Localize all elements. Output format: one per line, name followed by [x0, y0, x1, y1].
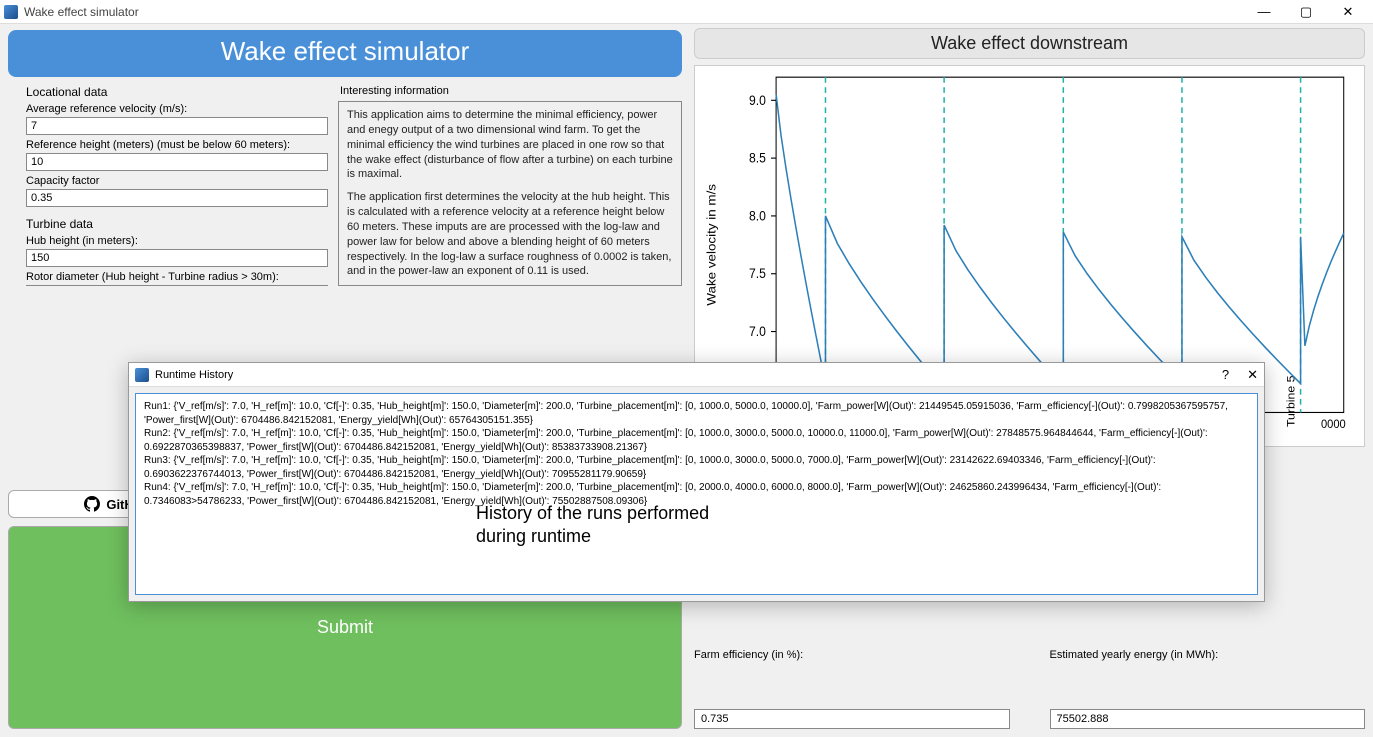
dialog-body: Run1: {'V_ref[m/s]': 7.0, 'H_ref[m]': 10…: [135, 393, 1258, 595]
dialog-close-button[interactable]: ✕: [1247, 367, 1258, 383]
info-p1: This application aims to determine the m…: [347, 108, 673, 182]
capacity-factor-input[interactable]: [26, 189, 328, 207]
ref-height-input[interactable]: [26, 153, 328, 171]
dialog-annotation: History of the runs performed during run…: [476, 502, 709, 549]
capacity-factor-label: Capacity factor: [26, 175, 328, 187]
ref-height-label: Reference height (meters) (must be below…: [26, 139, 328, 151]
energy-output[interactable]: [1050, 709, 1366, 729]
energy-label: Estimated yearly energy (in MWh):: [1050, 649, 1366, 661]
app-icon: [4, 5, 18, 19]
svg-text:9.0: 9.0: [749, 92, 766, 108]
history-run: Run2: {'V_ref[m/s]': 7.0, 'H_ref[m]': 10…: [144, 427, 1249, 454]
info-box: This application aims to determine the m…: [338, 101, 682, 286]
svg-text:7.0: 7.0: [749, 323, 766, 339]
info-p2: The application first determines the vel…: [347, 190, 673, 279]
turbine-group: Turbine data Hub height (in meters): Rot…: [26, 217, 328, 286]
svg-text:8.0: 8.0: [749, 208, 766, 224]
velocity-label: Average reference velocity (m/s):: [26, 103, 328, 115]
hub-height-input[interactable]: [26, 249, 328, 267]
svg-text:8.5: 8.5: [749, 150, 766, 166]
maximize-button[interactable]: ▢: [1285, 0, 1327, 24]
svg-text:Wake velocity in m/s: Wake velocity in m/s: [704, 184, 718, 306]
rotor-diameter-label: Rotor diameter (Hub height - Turbine rad…: [26, 271, 328, 283]
efficiency-label: Farm efficiency (in %):: [694, 649, 1010, 661]
velocity-input[interactable]: [26, 117, 328, 135]
svg-text:7.5: 7.5: [749, 266, 766, 282]
locational-label: Locational data: [26, 85, 328, 99]
dialog-title: Runtime History: [155, 369, 233, 381]
hub-height-label: Hub height (in meters):: [26, 235, 328, 247]
runtime-history-dialog: Runtime History ? ✕ Run1: {'V_ref[m/s]':…: [128, 362, 1265, 602]
minimize-button[interactable]: —: [1243, 0, 1285, 24]
close-button[interactable]: ✕: [1327, 0, 1369, 24]
info-caption: Interesting information: [340, 85, 682, 97]
github-icon: [84, 496, 100, 512]
dialog-icon: [135, 368, 149, 382]
history-run: Run3: {'V_ref[m/s]': 7.0, 'H_ref[m]': 10…: [144, 454, 1249, 481]
window-title: Wake effect simulator: [24, 5, 139, 19]
svg-text:Turbine 5: Turbine 5: [1285, 375, 1297, 427]
app-banner: Wake effect simulator: [8, 30, 682, 77]
window-titlebar: Wake effect simulator — ▢ ✕: [0, 0, 1373, 24]
svg-text:0000: 0000: [1321, 418, 1346, 432]
turbine-label: Turbine data: [26, 217, 328, 231]
locational-group: Locational data Average reference veloci…: [26, 85, 328, 207]
efficiency-output[interactable]: [694, 709, 1010, 729]
dialog-help-button[interactable]: ?: [1222, 367, 1229, 382]
chart-title: Wake effect downstream: [694, 28, 1365, 59]
history-run: Run1: {'V_ref[m/s]': 7.0, 'H_ref[m]': 10…: [144, 400, 1249, 427]
